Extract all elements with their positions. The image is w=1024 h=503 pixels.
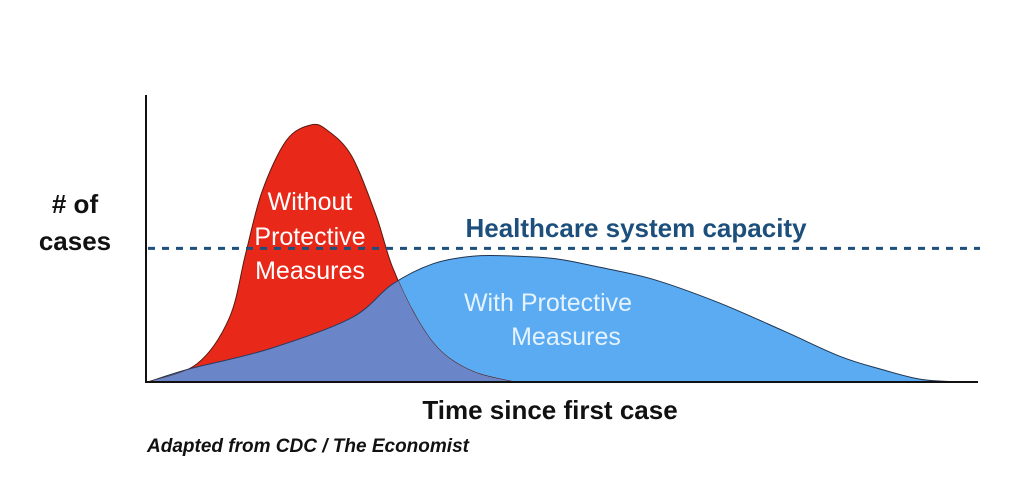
y-axis-label-line-2: cases bbox=[39, 226, 111, 256]
x-axis-label: Time since first case bbox=[422, 395, 677, 425]
without-measures-label-line-3: Measures bbox=[255, 257, 365, 285]
capacity-label: Healthcare system capacity bbox=[465, 213, 807, 243]
y-axis-label-line-1: # of bbox=[52, 189, 99, 219]
without-measures-label-line-2: Protective bbox=[254, 223, 365, 251]
without-measures-area bbox=[147, 123, 515, 383]
without-measures-label-line-1: Without bbox=[268, 188, 353, 216]
source-caption: Adapted from CDC / The Economist bbox=[147, 436, 469, 457]
overlap-area bbox=[148, 254, 515, 383]
with-measures-label-line-1: With Protective bbox=[464, 289, 632, 317]
with-measures-label-line-2: Measures bbox=[511, 323, 621, 351]
